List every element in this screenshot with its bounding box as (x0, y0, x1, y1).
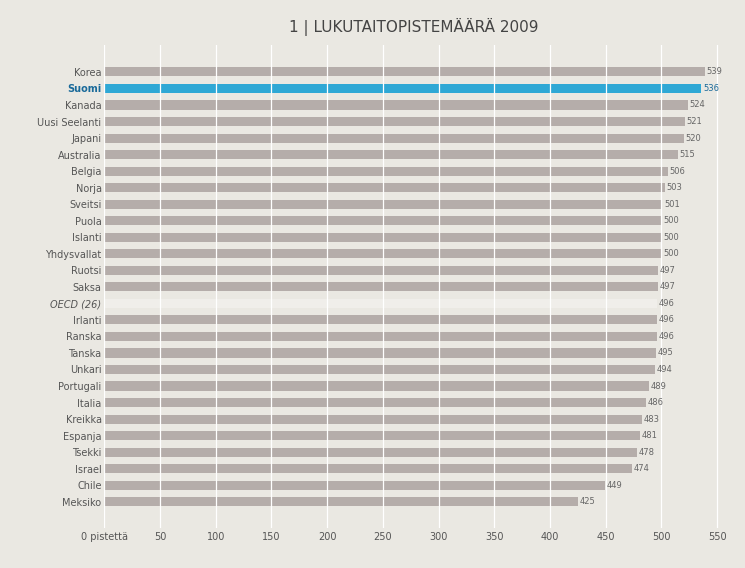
Bar (104, 299, 657, 308)
Bar (104, 481, 604, 490)
Text: 481: 481 (642, 431, 658, 440)
Text: 496: 496 (659, 315, 674, 324)
Text: 483: 483 (644, 415, 660, 424)
Text: 495: 495 (658, 348, 673, 357)
Text: 474: 474 (634, 464, 650, 473)
Bar (104, 266, 658, 275)
Bar (104, 133, 684, 143)
Bar (104, 415, 642, 424)
Text: 506: 506 (670, 166, 685, 176)
Bar (104, 365, 655, 374)
Bar (104, 497, 578, 506)
Bar (104, 249, 662, 258)
Bar (104, 464, 633, 473)
Text: 449: 449 (606, 481, 622, 490)
Text: 497: 497 (660, 266, 676, 275)
Text: 497: 497 (660, 282, 676, 291)
Bar (104, 282, 658, 291)
Text: 486: 486 (647, 398, 664, 407)
Text: 496: 496 (659, 332, 674, 341)
Text: 500: 500 (663, 249, 679, 258)
Text: 520: 520 (685, 133, 701, 143)
Bar (104, 183, 665, 192)
Text: 500: 500 (663, 216, 679, 225)
Text: 489: 489 (651, 382, 667, 391)
Bar (104, 68, 705, 77)
Bar (104, 233, 662, 242)
Bar (104, 216, 662, 225)
Bar (104, 199, 662, 208)
Text: 501: 501 (664, 200, 680, 208)
Bar (104, 382, 649, 391)
Text: 496: 496 (659, 299, 674, 308)
Bar (104, 448, 637, 457)
Text: 539: 539 (706, 68, 723, 77)
Text: 536: 536 (703, 84, 719, 93)
Bar (104, 348, 656, 357)
Bar (104, 101, 688, 110)
Text: 500: 500 (663, 233, 679, 242)
Text: 494: 494 (656, 365, 672, 374)
Text: 515: 515 (679, 150, 696, 159)
Title: 1 | LUKUTAITOPISTEMÄÄRÄ 2009: 1 | LUKUTAITOPISTEMÄÄRÄ 2009 (289, 18, 538, 36)
Bar (104, 150, 678, 159)
Bar (104, 431, 640, 440)
Text: 425: 425 (580, 497, 595, 506)
Text: 524: 524 (690, 101, 706, 110)
Bar (104, 315, 657, 324)
Bar (104, 117, 685, 126)
Text: 478: 478 (638, 448, 655, 457)
Bar (104, 84, 702, 93)
Text: 503: 503 (666, 183, 682, 192)
Bar (104, 166, 668, 176)
Bar (104, 398, 646, 407)
Text: 521: 521 (686, 117, 703, 126)
Bar (104, 332, 657, 341)
